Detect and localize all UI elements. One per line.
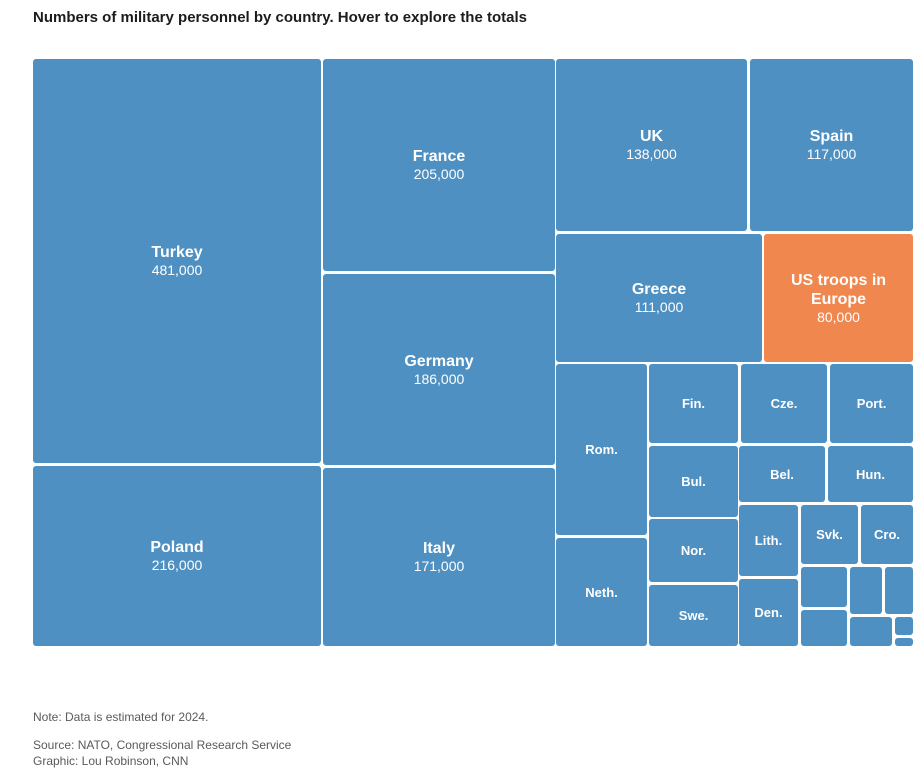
treemap-cell-unlabeled-29[interactable] [895,638,913,646]
treemap-cell-label: Port. [856,396,887,411]
treemap-cell-label: Neth. [585,584,618,600]
treemap-cell-label: France [412,148,466,165]
treemap-cell-value: 117,000 [806,146,857,162]
treemap-cell-fin[interactable]: Fin. [649,364,738,443]
treemap-cell-unlabeled-27[interactable] [850,617,892,646]
data-note: Note: Data is estimated for 2024. [33,710,209,724]
treemap-cell-cze[interactable]: Cze. [741,364,827,443]
treemap-cell-bul[interactable]: Bul. [649,446,738,517]
treemap-cell-hun[interactable]: Hun. [828,446,913,502]
treemap-cell-bel[interactable]: Bel. [739,446,825,502]
treemap-cell-label: Bel. [770,466,794,482]
treemap-cell-value: 80,000 [817,308,860,325]
treemap-cell-unlabeled-24[interactable] [850,567,882,614]
treemap-cell-label: Germany [404,352,474,370]
treemap-cell-label: Den. [754,605,783,620]
treemap-chart: Turkey 481,000 Poland 216,000 France 205,000 G… [33,59,913,647]
treemap-cell-label: Swe. [678,608,709,623]
treemap-cell-den[interactable]: Den. [739,579,798,646]
treemap-cell-label: Cze. [770,396,798,411]
treemap-cell-label: Svk. [816,527,843,542]
treemap-cell-label: Turkey [151,244,203,261]
treemap-cell-spain[interactable]: Spain 117,000 [750,59,913,231]
treemap-cell-unlabeled-25[interactable] [885,567,913,614]
treemap-cell-label: UK [639,128,664,145]
treemap-cell-value: 481,000 [151,262,203,278]
treemap-cell-label: Rom. [585,442,618,457]
treemap-cell-lith[interactable]: Lith. [739,505,798,576]
treemap-cell-value: 138,000 [626,146,677,162]
treemap-cell-germany[interactable]: Germany 186,000 [323,274,555,465]
treemap-cell-svk[interactable]: Svk. [801,505,858,564]
treemap-cell-label: Poland [150,539,204,556]
treemap-cell-unlabeled-28[interactable] [895,617,913,635]
treemap-cell-uk[interactable]: UK 138,000 [556,59,747,231]
treemap-cell-italy[interactable]: Italy 171,000 [323,468,555,646]
treemap-cell-unlabeled-23[interactable] [801,567,847,607]
credit-note: Graphic: Lou Robinson, CNN [33,754,189,768]
treemap-cell-value: 205,000 [413,166,465,182]
treemap-cell-nor[interactable]: Nor. [649,519,738,582]
treemap-cell-label: Bul. [681,474,706,489]
treemap-cell-swe[interactable]: Swe. [649,585,738,646]
treemap-cell-us-troops-in-europe[interactable]: US troops in Europe 80,000 [764,234,913,362]
chart-title: Numbers of military personnel by country… [33,9,527,26]
treemap-cell-label: US troops in Europe [790,271,887,308]
treemap-cell-value: 186,000 [413,370,465,387]
treemap-cell-neth[interactable]: Neth. [556,538,647,646]
treemap-cell-turkey[interactable]: Turkey 481,000 [33,59,321,463]
treemap-cell-port[interactable]: Port. [830,364,913,443]
treemap-cell-poland[interactable]: Poland 216,000 [33,466,321,646]
treemap-cell-label: Cro. [874,527,900,542]
treemap-cell-cro[interactable]: Cro. [861,505,913,564]
treemap-cell-label: Greece [631,281,687,298]
treemap-cell-label: Lith. [754,533,783,548]
treemap-cell-label: Nor. [680,543,707,558]
treemap-cell-france[interactable]: France 205,000 [323,59,555,271]
treemap-cell-label: Spain [809,128,854,145]
source-note: Source: NATO, Congressional Research Ser… [33,738,292,752]
treemap-cell-value: 171,000 [413,558,465,574]
treemap-cell-value: 216,000 [151,557,203,573]
treemap-cell-unlabeled-26[interactable] [801,610,847,646]
treemap-cell-rom[interactable]: Rom. [556,364,647,535]
treemap-cell-label: Hun. [856,466,885,482]
treemap-cell-greece[interactable]: Greece 111,000 [556,234,762,362]
treemap-cell-label: Fin. [681,396,706,411]
treemap-cell-value: 111,000 [634,299,684,315]
treemap-cell-label: Italy [422,540,455,557]
